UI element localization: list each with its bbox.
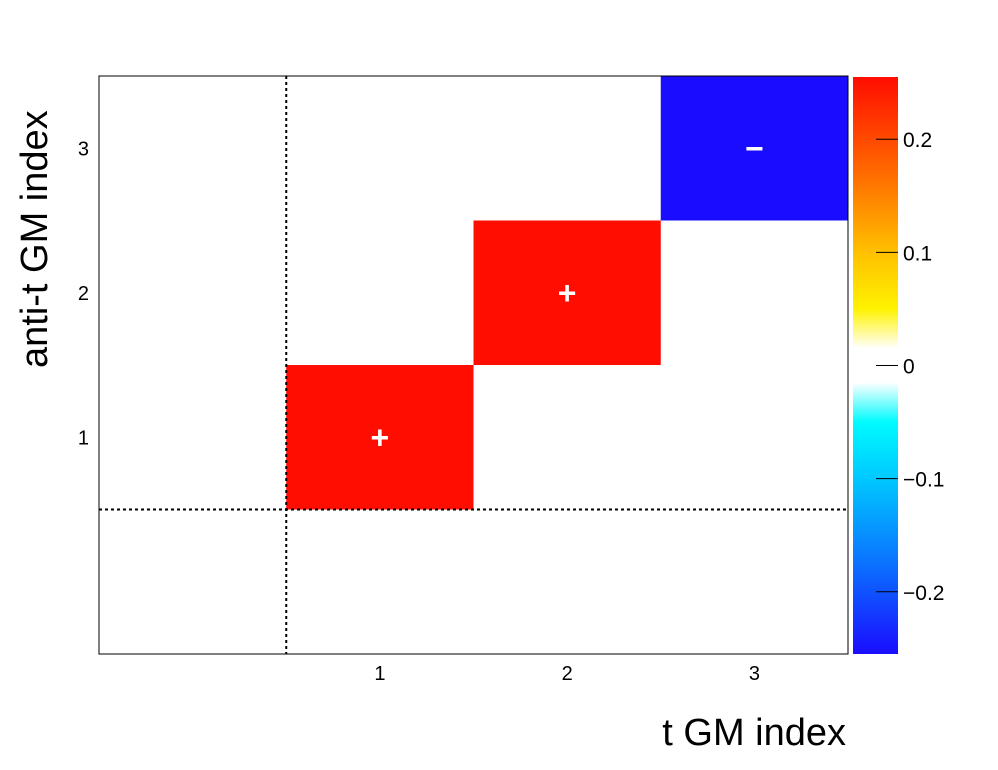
- heatmap-cell-1: [286, 365, 474, 510]
- heatmap-cells: + + −: [286, 76, 848, 510]
- heatmap-cell-2: [473, 220, 661, 365]
- x-tick-label: 3: [749, 663, 760, 685]
- cell-sign-label: +: [371, 419, 390, 455]
- y-tick-label: 2: [78, 283, 89, 305]
- y-tick-label: 1: [78, 427, 89, 449]
- colorbar-ticks: 0.2 0.1 0 −0.1 −0.2: [876, 129, 944, 605]
- colorbar-tick-label: 0: [903, 356, 915, 379]
- x-axis-label: t GM index: [662, 712, 846, 754]
- heatmap-cell-3: [660, 76, 848, 221]
- colorbar-tick-label: 0.2: [903, 129, 932, 152]
- y-axis-label: anti-t GM index: [14, 110, 56, 368]
- y-axis-ticks: 1 2 3: [78, 138, 89, 449]
- colorbar-tick-label: −0.2: [903, 582, 944, 605]
- y-tick-label: 3: [78, 138, 89, 160]
- colorbar-tick-label: 0.1: [903, 242, 932, 265]
- divider-lines: [99, 76, 848, 654]
- cell-sign-label: −: [745, 130, 764, 166]
- x-tick-label: 1: [374, 663, 385, 685]
- colorbar-tick-label: −0.1: [903, 469, 944, 492]
- x-tick-label: 2: [562, 663, 573, 685]
- x-axis-ticks: 1 2 3: [374, 663, 760, 685]
- colorbar: 0.2 0.1 0 −0.1 −0.2: [853, 77, 944, 654]
- cell-sign-label: +: [558, 275, 577, 311]
- plot-frame: [98, 75, 849, 655]
